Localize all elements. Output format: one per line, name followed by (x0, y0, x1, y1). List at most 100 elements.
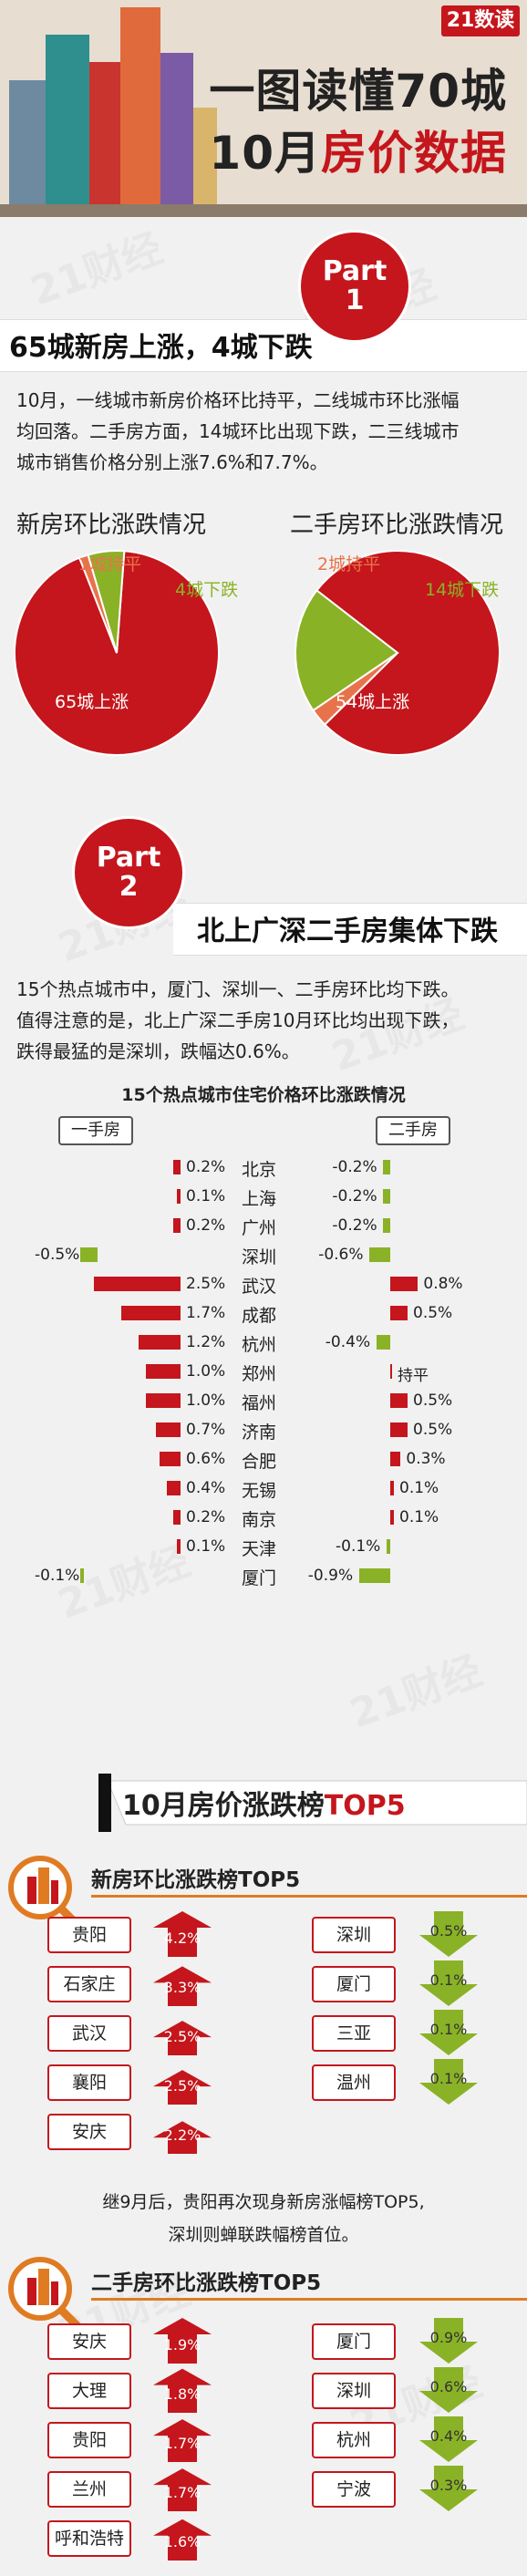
pie-slice (87, 550, 126, 654)
fall-arrow (419, 2367, 478, 2413)
rise-value-label: 2.5% (163, 2028, 202, 2045)
fall-arrow-shape (419, 2318, 478, 2364)
bar-value-label: -0.4% (325, 1333, 371, 1351)
title-accent: 房价数据 (321, 127, 507, 180)
pie2-label-flat: 2城持平 (317, 554, 381, 574)
fall-arrow-shape (419, 2416, 478, 2462)
bar-value-label: 0.1% (186, 1537, 226, 1556)
fall-value-label: 0.3% (429, 2477, 468, 2494)
bar-first-hand (177, 1189, 181, 1204)
ground-strip (0, 204, 527, 217)
city-label: 天津 (241, 1539, 276, 1559)
bar-second-hand (387, 1539, 390, 1554)
bar-value-label: 0.1% (399, 1479, 439, 1497)
building-illustration (9, 80, 46, 217)
fall-value-label: 0.6% (429, 2378, 468, 2395)
bar-second-hand (390, 1422, 408, 1437)
bar-first-hand (80, 1568, 84, 1583)
building-illustration (160, 53, 193, 217)
bar-second-hand (390, 1510, 394, 1525)
rise-city-box: 安庆 (47, 2114, 131, 2150)
part2-badge: Part 2 (75, 819, 182, 926)
bar-value-label: -0.2% (332, 1158, 377, 1176)
fall-arrow (419, 2416, 478, 2462)
rise-arrow (153, 2318, 212, 2364)
fall-arrow (419, 2059, 478, 2105)
city-label: 合肥 (241, 1452, 276, 1472)
bar-first-hand (173, 1160, 181, 1174)
bar-second-hand (390, 1364, 392, 1379)
city-label: 南京 (241, 1510, 276, 1530)
bar-value-label: 0.1% (399, 1508, 439, 1526)
rise-arrow (153, 2519, 212, 2560)
city-label: 武汉 (241, 1277, 276, 1297)
part2-badge-num: 2 (119, 871, 139, 903)
rise-value-label: 1.7% (163, 2435, 202, 2452)
city-label: 深圳 (241, 1247, 276, 1267)
rise-arrow (153, 1911, 212, 1957)
rise-value-label: 4.2% (163, 1929, 202, 1947)
building-illustration (193, 108, 217, 217)
rise-arrow-shape (153, 2368, 212, 2413)
building-illustration (120, 7, 160, 217)
fall-city-box: 三亚 (312, 2015, 396, 2052)
rise-value-label: 1.8% (163, 2385, 202, 2403)
bar-value-label: -0.2% (332, 1187, 377, 1205)
part2-banner-text: 北上广深二手房集体下跌 (197, 916, 498, 947)
rise-arrow-shape (153, 2519, 212, 2560)
rise-arrow (153, 2419, 212, 2462)
bar-value-label: -0.9% (307, 1567, 354, 1585)
bar-value-label: -0.1% (336, 1537, 381, 1556)
city-label: 无锡 (241, 1481, 276, 1501)
fall-arrow-shape (419, 2367, 478, 2413)
bar-value-label: -0.1% (35, 1567, 80, 1585)
fall-value-label: 0.1% (429, 2021, 468, 2038)
bar-second-hand (390, 1277, 418, 1291)
bar-first-hand (146, 1364, 181, 1379)
bar-second-hand (376, 1335, 390, 1350)
bar-value-label: 0.8% (423, 1275, 463, 1293)
rise-value-label: 3.3% (163, 1979, 202, 1996)
bar-value-label: 0.5% (413, 1391, 453, 1410)
bar-value-label: 0.1% (186, 1187, 226, 1205)
bar-value-label: 0.5% (413, 1421, 453, 1439)
fall-value-label: 0.9% (429, 2329, 468, 2346)
rise-value-label: 1.6% (163, 2533, 202, 2550)
rise-arrow-shape (153, 2318, 212, 2364)
fall-city-box: 温州 (312, 2064, 396, 2101)
fall-arrow-shape (419, 1960, 478, 2006)
rise-value-label: 1.9% (163, 2336, 202, 2354)
part2-paragraph: 15个热点城市中，厦门、深圳一、二手房环比均下跌。 值得注意的是，北上广深二手房… (16, 974, 516, 1067)
rise-arrow-shape (153, 2468, 212, 2511)
bar-first-hand (139, 1335, 181, 1350)
bar-first-hand (166, 1481, 181, 1495)
bar-first-hand (121, 1306, 181, 1320)
rise-arrow-shape (153, 2021, 212, 2055)
top5-note-line2: 深圳则蝉联跌幅榜首位。 (168, 2225, 359, 2245)
rise-arrow-shape (153, 1966, 212, 2006)
legend-first-hand: 一手房 (58, 1116, 133, 1145)
rise-city-box: 石家庄 (47, 1966, 131, 2002)
paragraph-line: 城市销售价格分别上涨7.6%和7.7%。 (16, 451, 328, 473)
title-month: 10月 (209, 127, 321, 180)
rise-city-box: 安庆 (47, 2323, 131, 2360)
part1-paragraph: 10月，一线城市新房价格环比持平，二线城市环比涨幅 均回落。二手房方面，14城环… (16, 385, 516, 478)
city-label: 广州 (241, 1218, 276, 1238)
rise-arrow-shape (153, 2070, 212, 2105)
bar-value-label: 1.2% (186, 1333, 226, 1351)
rise-arrow (153, 2368, 212, 2413)
bar-value-label: 0.2% (186, 1508, 226, 1526)
fall-arrow (419, 1960, 478, 2006)
rise-city-box: 贵阳 (47, 1917, 131, 1953)
rise-arrow-shape (153, 2419, 212, 2462)
fall-value-label: 0.1% (429, 1971, 468, 1989)
pie-slice (315, 550, 501, 756)
rise-arrow-shape (153, 2121, 212, 2154)
fall-city-box: 深圳 (312, 2373, 396, 2409)
city-label: 上海 (241, 1189, 276, 1209)
bar-chart-title: 15个热点城市住宅价格环比涨跌情况 (121, 1085, 406, 1105)
bar-first-hand (177, 1539, 181, 1554)
bar-second-hand (390, 1306, 408, 1320)
rise-city-box: 呼和浩特 (47, 2520, 131, 2557)
pie2-label-down: 14城下跌 (425, 580, 500, 600)
